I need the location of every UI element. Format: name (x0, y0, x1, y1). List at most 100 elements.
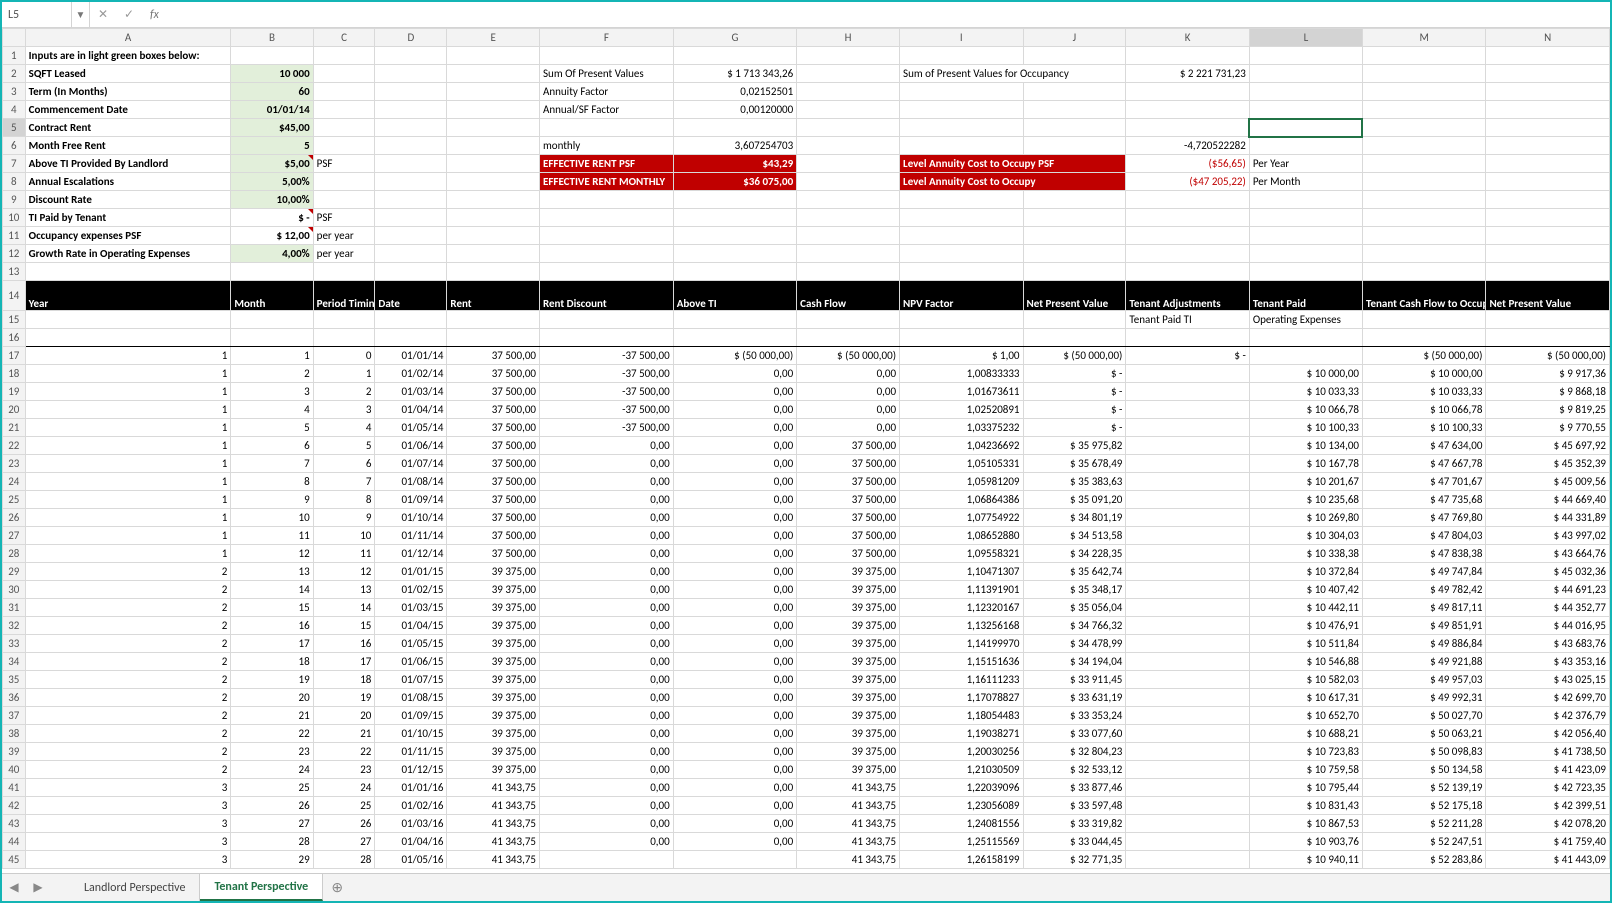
cell[interactable]: Per Year (1249, 155, 1362, 173)
cell[interactable] (1023, 101, 1126, 119)
cell[interactable] (231, 47, 313, 65)
col-header-H[interactable]: H (797, 29, 900, 47)
cell-period[interactable]: 4 (313, 419, 375, 437)
cell-rent[interactable]: 39 375,00 (447, 689, 540, 707)
cell-above-ti[interactable]: 0,00 (673, 509, 796, 527)
row-header-16[interactable]: 16 (3, 329, 26, 347)
cell-npv-factor[interactable]: 1,24081556 (900, 815, 1023, 833)
cell-cashflow[interactable]: 39 375,00 (797, 563, 900, 581)
cell-above-ti[interactable]: 0,00 (673, 815, 796, 833)
cell[interactable] (375, 83, 447, 101)
row-header-6[interactable]: 6 (3, 137, 26, 155)
table-header[interactable]: Tenant Adjustments (1126, 281, 1249, 311)
cell-adjustments[interactable] (1126, 617, 1249, 635)
input-value[interactable]: 10 000 (231, 65, 313, 83)
cell-year[interactable]: 3 (25, 779, 231, 797)
cell-npv[interactable]: $ 33 077,60 (1023, 725, 1126, 743)
cell-tenant-paid[interactable]: $ 10 831,43 (1249, 797, 1362, 815)
cell[interactable] (25, 329, 231, 347)
cell-npv-factor[interactable]: 1,22039096 (900, 779, 1023, 797)
cell-npv2[interactable]: $ 42 056,40 (1486, 725, 1610, 743)
cell-tcf[interactable]: $ 49 851,91 (1362, 617, 1485, 635)
cell-period[interactable]: 22 (313, 743, 375, 761)
table-header[interactable]: Tenant Cash Flow to Occupy (1362, 281, 1485, 311)
summary-value[interactable]: ($56,65) (1126, 155, 1249, 173)
cell-month[interactable]: 16 (231, 617, 313, 635)
col-header-L[interactable]: L (1249, 29, 1362, 47)
row-header-45[interactable]: 45 (3, 851, 26, 869)
cell[interactable] (1362, 329, 1485, 347)
cell[interactable] (375, 119, 447, 137)
cell[interactable] (900, 83, 1023, 101)
cell-period[interactable]: 20 (313, 707, 375, 725)
row-header-43[interactable]: 43 (3, 815, 26, 833)
cell[interactable] (797, 101, 900, 119)
row-header-29[interactable]: 29 (3, 563, 26, 581)
cell[interactable] (1486, 191, 1610, 209)
sub-header[interactable] (539, 311, 673, 329)
cell-tenant-paid[interactable]: $ 10 372,84 (1249, 563, 1362, 581)
col-header-B[interactable]: B (231, 29, 313, 47)
cell[interactable] (1362, 155, 1485, 173)
name-box-dropdown[interactable]: ▼ (72, 2, 90, 27)
cell-tenant-paid[interactable]: $ 10 407,42 (1249, 581, 1362, 599)
cell-npv[interactable]: $ - (1023, 365, 1126, 383)
cell-npv2[interactable]: $ 42 723,35 (1486, 779, 1610, 797)
summary-value[interactable]: $36 075,00 (673, 173, 796, 191)
input-label[interactable]: Inputs are in light green boxes below: (25, 47, 231, 65)
cell-month[interactable]: 12 (231, 545, 313, 563)
cell-month[interactable]: 10 (231, 509, 313, 527)
cell-npv-factor[interactable]: 1,23056089 (900, 797, 1023, 815)
cell-cashflow[interactable]: 37 500,00 (797, 473, 900, 491)
row-header-38[interactable]: 38 (3, 725, 26, 743)
cell[interactable] (1126, 329, 1249, 347)
row-header-25[interactable]: 25 (3, 491, 26, 509)
cell[interactable] (375, 65, 447, 83)
cell-discount[interactable]: 0,00 (539, 545, 673, 563)
input-label[interactable]: Term (In Months) (25, 83, 231, 101)
input-value[interactable]: 01/01/14 (231, 101, 313, 119)
cell-npv-factor[interactable]: 1,17078827 (900, 689, 1023, 707)
cell-above-ti[interactable]: 0,00 (673, 617, 796, 635)
sub-header[interactable] (231, 311, 313, 329)
row-header-9[interactable]: 9 (3, 191, 26, 209)
cell[interactable] (375, 227, 447, 245)
cell-rent[interactable]: 37 500,00 (447, 419, 540, 437)
cell-npv[interactable]: $ 35 975,82 (1023, 437, 1126, 455)
cell-cashflow[interactable]: 41 343,75 (797, 815, 900, 833)
row-header-20[interactable]: 20 (3, 401, 26, 419)
input-label[interactable]: Contract Rent (25, 119, 231, 137)
cell[interactable] (1249, 83, 1362, 101)
row-header-2[interactable]: 2 (3, 65, 26, 83)
cell-month[interactable]: 13 (231, 563, 313, 581)
cell-above-ti[interactable]: 0,00 (673, 779, 796, 797)
row-header-22[interactable]: 22 (3, 437, 26, 455)
cell[interactable] (1249, 119, 1362, 137)
cell-date[interactable]: 01/04/15 (375, 617, 447, 635)
cell[interactable] (1126, 119, 1249, 137)
row-header-19[interactable]: 19 (3, 383, 26, 401)
cell[interactable] (797, 83, 900, 101)
summary-value[interactable]: $ 2 221 731,23 (1126, 65, 1249, 83)
cell-npv2[interactable]: $ 43 025,15 (1486, 671, 1610, 689)
cell-month[interactable]: 20 (231, 689, 313, 707)
cell-tcf[interactable]: $ 47 667,78 (1362, 455, 1485, 473)
cell-tenant-paid[interactable] (1249, 347, 1362, 365)
cell-npv2[interactable]: $ 42 399,51 (1486, 797, 1610, 815)
cell-tcf[interactable]: $ 49 817,11 (1362, 599, 1485, 617)
cell[interactable] (1249, 65, 1362, 83)
cell-date[interactable]: 01/06/14 (375, 437, 447, 455)
cell[interactable] (375, 155, 447, 173)
input-note[interactable]: PSF (313, 155, 375, 173)
cell[interactable] (1362, 47, 1485, 65)
cell[interactable] (447, 209, 540, 227)
cell-date[interactable]: 01/02/15 (375, 581, 447, 599)
cell[interactable] (1126, 191, 1249, 209)
cell-rent[interactable]: 39 375,00 (447, 599, 540, 617)
input-note[interactable] (313, 119, 375, 137)
cell[interactable] (900, 245, 1023, 263)
cell-year[interactable]: 1 (25, 437, 231, 455)
cell[interactable] (797, 47, 900, 65)
cell-adjustments[interactable]: $ - (1126, 347, 1249, 365)
cell-adjustments[interactable] (1126, 509, 1249, 527)
